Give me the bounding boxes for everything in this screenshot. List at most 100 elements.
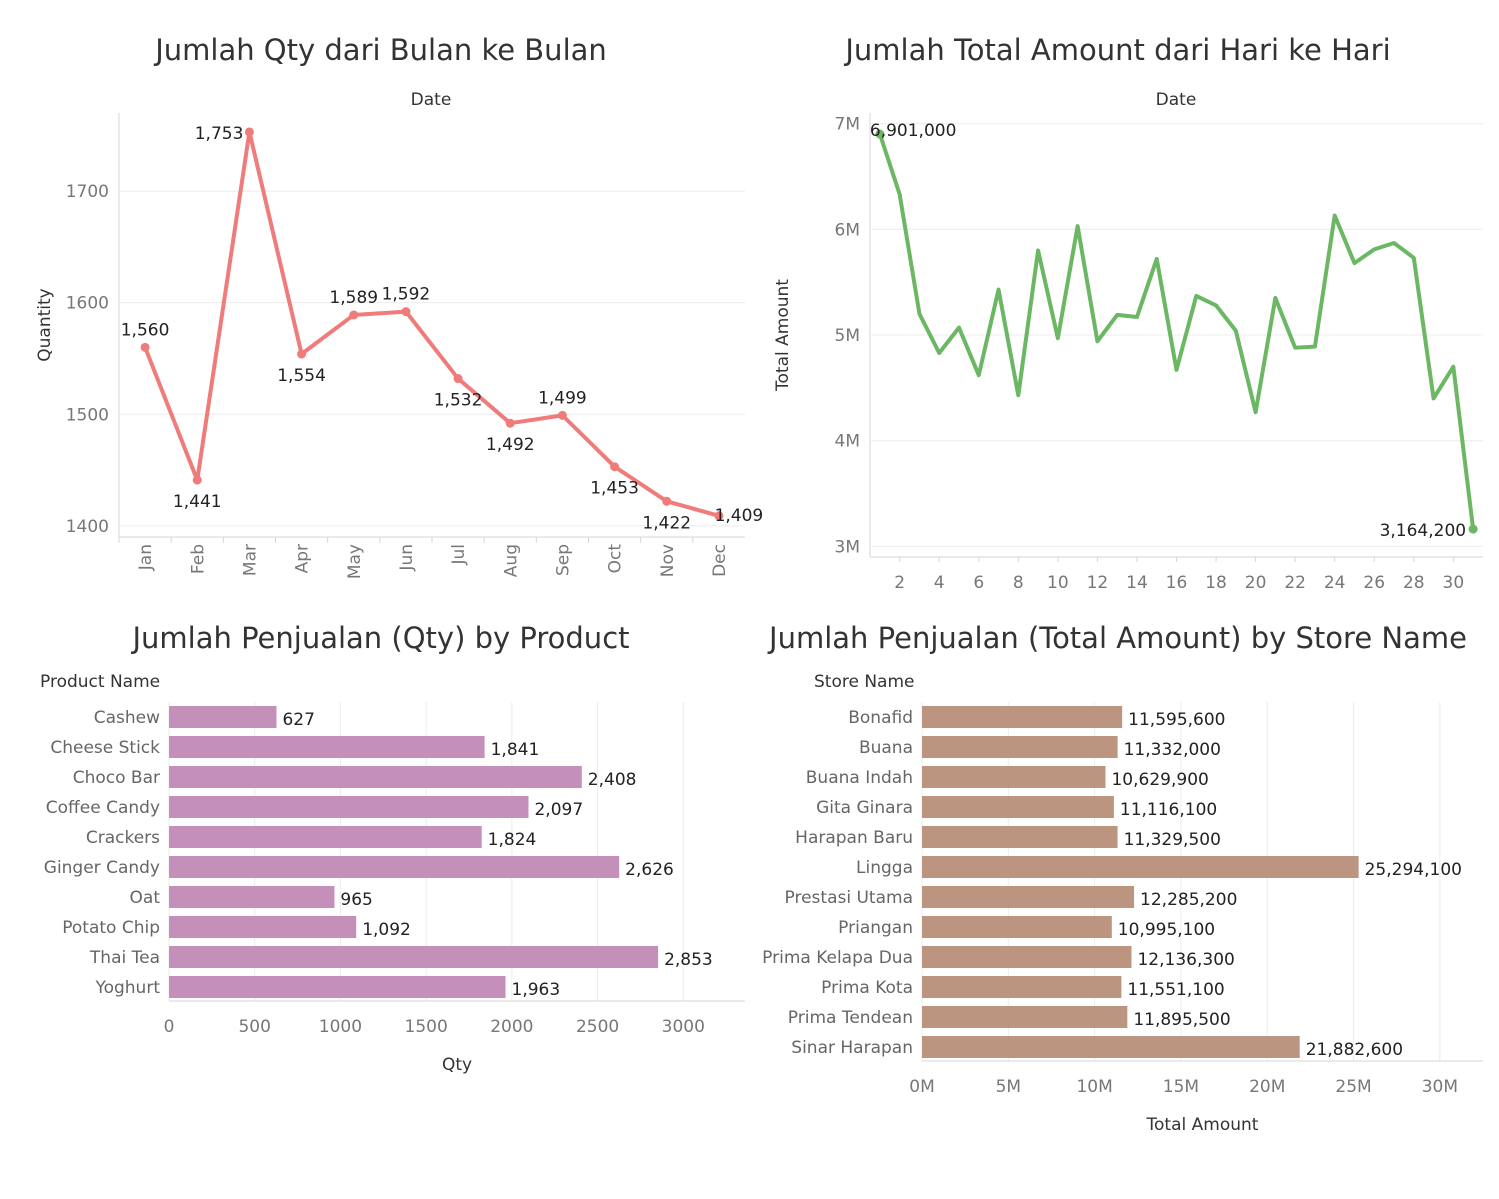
x-tick-label: 2 <box>894 573 905 593</box>
y-tick-label: 1500 <box>66 405 109 425</box>
x-tick-label: 15M <box>1163 1077 1199 1097</box>
category-label: Thai Tea <box>89 948 160 968</box>
x-tick-label: Sep <box>553 544 573 576</box>
bar <box>169 916 357 938</box>
x-tick-label: May <box>345 544 365 579</box>
category-label: Potato Chip <box>62 918 160 938</box>
bar <box>169 706 277 728</box>
x-tick-label: Mar <box>240 544 260 576</box>
data-point <box>192 475 202 485</box>
y-tick-label: 1400 <box>66 517 109 537</box>
bar <box>169 976 506 998</box>
column-header: Date <box>411 90 452 110</box>
row-header: Product Name <box>40 672 160 692</box>
bar <box>922 766 1106 788</box>
data-label: 1,963 <box>512 980 561 1000</box>
y-axis-title: Quantity <box>35 288 55 361</box>
x-axis-title: Total Amount <box>1146 1115 1259 1135</box>
x-tick-label: 26 <box>1363 573 1385 593</box>
data-label: 21,882,600 <box>1306 1040 1403 1060</box>
y-tick-label: 1700 <box>66 182 109 202</box>
category-label: Coffee Candy <box>46 798 160 818</box>
data-point <box>140 342 150 352</box>
x-tick-label: Jan <box>136 544 156 571</box>
series-line <box>143 129 721 518</box>
category-label: Cashew <box>94 708 160 728</box>
data-label: 1,441 <box>173 492 222 512</box>
category-label: Prima Kelapa Dua <box>762 948 913 968</box>
bar <box>169 946 659 968</box>
data-label: 12,136,300 <box>1137 950 1234 970</box>
amount-by-store-chart: Jumlah Penjualan (Total Amount) by Store… <box>762 621 1483 1135</box>
x-tick-label: 0 <box>164 1017 175 1037</box>
category-label: Oat <box>130 888 161 908</box>
data-point <box>297 349 307 359</box>
bar <box>922 886 1135 908</box>
x-tick-label: 5M <box>996 1077 1021 1097</box>
data-label: 3,164,200 <box>1380 521 1467 541</box>
x-tick-label: 18 <box>1205 573 1227 593</box>
data-label: 2,626 <box>625 860 674 880</box>
category-label: Prima Kota <box>821 978 913 998</box>
category-label: Prestasi Utama <box>785 888 913 908</box>
x-tick-label: Oct <box>606 544 626 574</box>
data-label: 11,595,600 <box>1128 710 1225 730</box>
x-tick-label: Feb <box>188 544 208 574</box>
data-label: 1,422 <box>642 513 691 533</box>
category-label: Choco Bar <box>73 768 160 788</box>
data-label: 1,592 <box>382 285 431 305</box>
data-label: 1,589 <box>329 288 378 308</box>
bar <box>922 976 1122 998</box>
data-label: 11,329,500 <box>1124 830 1221 850</box>
data-point <box>401 307 411 317</box>
row-header: Store Name <box>814 672 915 692</box>
data-label: 627 <box>282 710 314 730</box>
data-label: 6,901,000 <box>870 121 957 141</box>
chart-title: Jumlah Penjualan (Qty) by Product <box>130 621 629 655</box>
data-point <box>714 511 724 521</box>
x-tick-label: Jul <box>449 544 469 566</box>
data-label: 1,453 <box>590 479 639 499</box>
bar <box>922 706 1123 728</box>
category-label: Cheese Stick <box>50 738 160 758</box>
bar <box>922 826 1118 848</box>
category-label: Buana <box>859 738 913 758</box>
chart-title: Jumlah Total Amount dari Hari ke Hari <box>843 33 1390 67</box>
data-label: 1,092 <box>362 920 411 940</box>
amount-by-day-chart: Jumlah Total Amount dari Hari ke Hari Dat… <box>773 33 1483 593</box>
data-label: 1,560 <box>121 320 170 340</box>
data-label: 2,853 <box>664 950 713 970</box>
category-label: Priangan <box>838 918 913 938</box>
x-tick-label: 12 <box>1087 573 1109 593</box>
x-tick-label: 3000 <box>662 1017 705 1037</box>
data-label: 12,285,200 <box>1140 890 1237 910</box>
category-label: Lingga <box>856 858 913 878</box>
data-label: 1,824 <box>488 830 537 850</box>
x-tick-label: 0M <box>909 1077 934 1097</box>
x-tick-label: 16 <box>1166 573 1188 593</box>
bar <box>169 736 485 758</box>
x-tick-label: 20 <box>1245 573 1267 593</box>
x-tick-label: 1000 <box>319 1017 362 1037</box>
data-label: 2,097 <box>534 800 583 820</box>
x-tick-label: Dec <box>710 544 730 577</box>
x-tick-label: Aug <box>501 544 521 577</box>
category-label: Harapan Baru <box>795 828 913 848</box>
x-tick-label: 28 <box>1403 573 1425 593</box>
x-tick-label: 22 <box>1284 573 1306 593</box>
y-tick-label: 6M <box>835 220 860 240</box>
y-tick-label: 3M <box>835 537 860 557</box>
x-tick-label: 8 <box>1013 573 1024 593</box>
qty-by-product-chart: Jumlah Penjualan (Qty) by Product Product… <box>40 621 745 1075</box>
bar <box>922 1006 1128 1028</box>
x-tick-label: 1500 <box>405 1017 448 1037</box>
data-label: 25,294,100 <box>1365 860 1462 880</box>
y-tick-label: 5M <box>835 326 860 346</box>
data-label: 1,841 <box>491 740 540 760</box>
category-label: Yoghurt <box>94 978 160 998</box>
x-tick-label: Apr <box>293 544 313 573</box>
data-label: 11,895,500 <box>1133 1010 1230 1030</box>
x-tick-label: 4 <box>934 573 945 593</box>
bar <box>169 856 620 878</box>
data-label: 1,492 <box>486 435 535 455</box>
